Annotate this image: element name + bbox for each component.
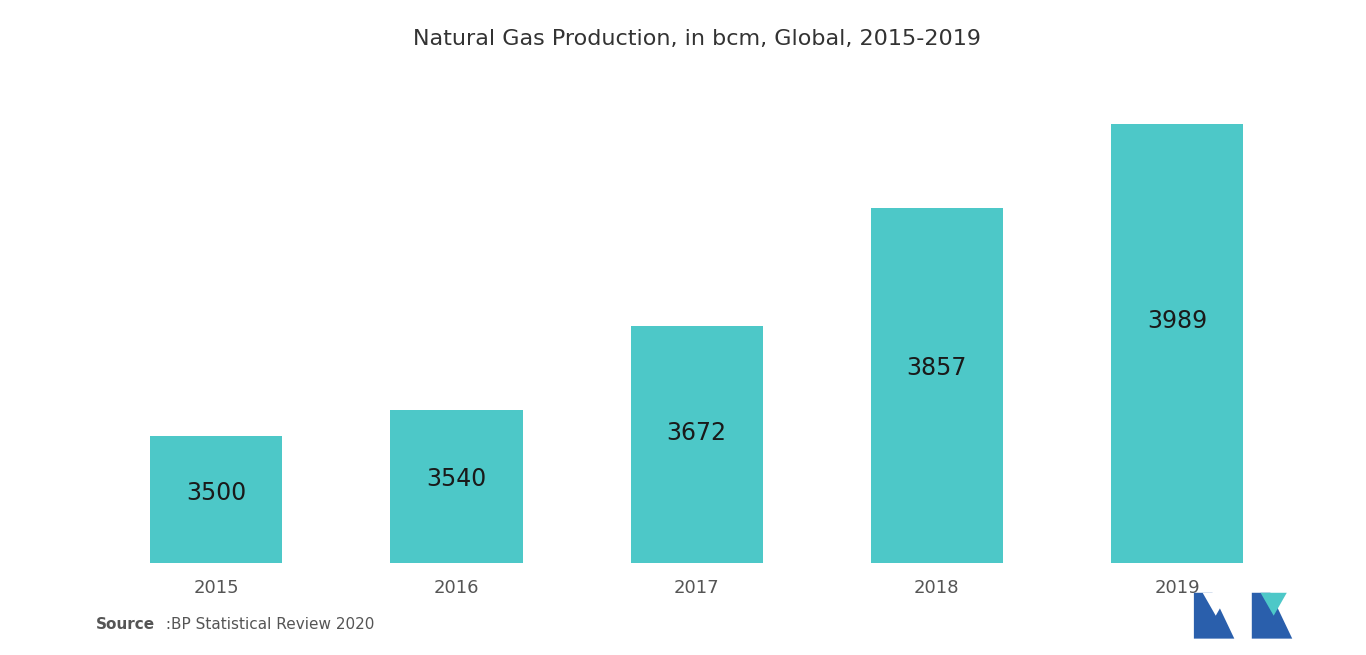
Polygon shape <box>1202 593 1229 616</box>
Text: 3672: 3672 <box>667 421 727 445</box>
Text: 3500: 3500 <box>186 481 246 505</box>
Text: 3989: 3989 <box>1147 309 1208 333</box>
Text: 3540: 3540 <box>426 467 486 491</box>
Bar <box>391 410 523 655</box>
Bar <box>631 326 762 655</box>
Text: 3857: 3857 <box>907 356 967 380</box>
Text: :BP Statistical Review 2020: :BP Statistical Review 2020 <box>161 617 374 632</box>
Polygon shape <box>1261 593 1287 616</box>
Title: Natural Gas Production, in bcm, Global, 2015-2019: Natural Gas Production, in bcm, Global, … <box>413 29 981 48</box>
Polygon shape <box>1194 593 1235 639</box>
Bar <box>150 436 283 655</box>
Bar <box>870 208 1003 655</box>
Bar <box>1111 124 1243 655</box>
Polygon shape <box>1251 593 1292 639</box>
Text: Source: Source <box>96 617 154 632</box>
